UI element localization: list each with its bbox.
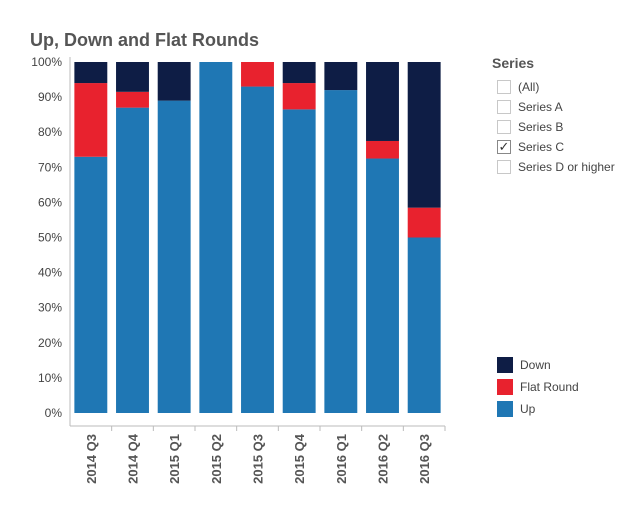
filter-option-label: Series D or higher (518, 160, 615, 174)
legend-swatch (497, 379, 513, 395)
legend-swatch (497, 401, 513, 417)
filter-option-label: Series B (518, 120, 564, 134)
y-tick-label: 50% (38, 231, 62, 245)
checkbox[interactable] (497, 100, 511, 114)
x-tick-label: 2015 Q3 (251, 434, 266, 484)
y-tick-label: 100% (31, 55, 62, 69)
x-tick-label: 2016 Q1 (334, 434, 349, 484)
y-tick-label: 20% (38, 336, 62, 350)
x-tick-label: 2016 Q2 (376, 434, 391, 484)
bar-segment-flat-round (366, 140, 399, 159)
bar-segment-flat-round (282, 83, 316, 110)
bar-segment-up (282, 109, 316, 413)
filter-option[interactable]: Series D or higher (497, 157, 632, 177)
bar-segment-up (366, 158, 399, 413)
legend-item: Down (497, 354, 579, 376)
legend-item: Up (497, 398, 579, 420)
x-tick-label: 2016 Q3 (417, 434, 432, 484)
bar-segment-up (74, 156, 108, 413)
color-legend: Down Flat Round Up (497, 354, 579, 420)
bar-segment-down (157, 62, 191, 101)
legend-label: Down (520, 358, 551, 372)
series-filter: Series (All) Series A Series B ✓ Series C Ser… (492, 55, 632, 177)
filter-option-label: Series C (518, 140, 565, 154)
y-tick-label: 90% (38, 90, 62, 104)
y-tick-label: 60% (38, 195, 62, 209)
y-tick-label: 80% (38, 125, 62, 139)
y-tick-label: 0% (45, 406, 63, 420)
bar-segment-up (407, 237, 441, 413)
chart-title: Up, Down and Flat Rounds (30, 30, 259, 50)
y-tick-label: 10% (38, 371, 62, 385)
bar-segment-up (324, 90, 358, 413)
x-tick-label: 2015 Q4 (292, 433, 307, 484)
bar-segment-down (282, 62, 316, 84)
filter-option-label: (All) (518, 80, 540, 94)
y-tick-label: 40% (38, 266, 62, 280)
checkbox[interactable] (497, 80, 511, 94)
checkbox[interactable]: ✓ (497, 139, 511, 154)
x-tick-label: 2015 Q2 (209, 434, 224, 484)
filter-option[interactable]: ✓ Series C (497, 137, 632, 157)
bar-segment-flat-round (407, 207, 441, 238)
bar-segment-down (74, 62, 108, 84)
filter-option[interactable]: (All) (497, 77, 632, 97)
legend-label: Up (520, 402, 536, 416)
x-tick-label: 2014 Q4 (126, 433, 141, 484)
bar-segment-down (407, 62, 441, 208)
bar-segment-up (116, 107, 149, 413)
bar-segment-up (241, 86, 274, 413)
y-tick-label: 70% (38, 160, 62, 174)
bar-segment-down (116, 62, 149, 92)
bar-segment-flat-round (116, 91, 149, 108)
bar-segment-flat-round (241, 62, 274, 87)
filter-option[interactable]: Series B (497, 117, 632, 137)
checkbox[interactable] (497, 160, 511, 174)
y-tick-label: 30% (38, 301, 62, 315)
bar-segment-up (157, 100, 191, 414)
filter-option-label: Series A (518, 100, 563, 114)
bar-segment-down (324, 62, 358, 91)
bar-segment-up (199, 62, 233, 413)
bar-segment-down (366, 62, 399, 141)
x-tick-label: 2014 Q3 (84, 434, 99, 484)
legend-swatch (497, 357, 513, 373)
legend-item: Flat Round (497, 376, 579, 398)
bar-segment-flat-round (74, 83, 108, 157)
legend-label: Flat Round (520, 380, 579, 394)
checkbox[interactable] (497, 120, 511, 134)
filter-option[interactable]: Series A (497, 97, 632, 117)
filter-title: Series (492, 55, 535, 71)
x-tick-label: 2015 Q1 (167, 434, 182, 484)
